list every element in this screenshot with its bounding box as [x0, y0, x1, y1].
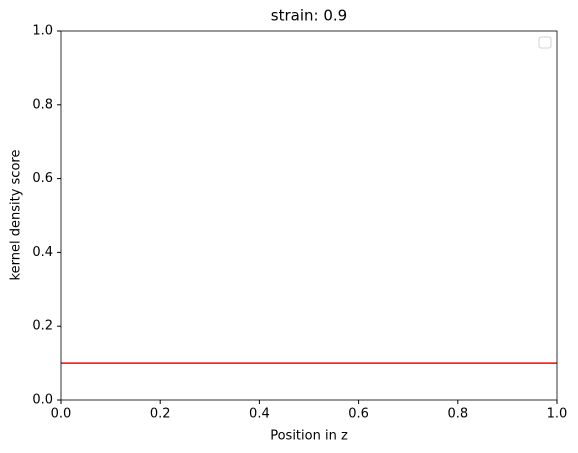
- legend-box: [538, 36, 552, 49]
- y-axis-label: kernel density score: [9, 150, 24, 281]
- plot-frame: [60, 30, 558, 401]
- x-tick-label: 0.6: [348, 407, 369, 422]
- y-tick-label: 0.2: [32, 319, 53, 334]
- y-tick-label: 0.8: [32, 97, 53, 112]
- y-tick-label: 0.0: [32, 393, 53, 408]
- x-tick-label: 0.0: [51, 407, 72, 422]
- y-tick-label: 1.0: [32, 24, 53, 39]
- chart-title: strain: 0.9: [271, 7, 347, 25]
- y-tick-label: 0.4: [32, 245, 53, 260]
- x-tick-label: 0.4: [249, 407, 270, 422]
- x-tick-label: 0.8: [447, 407, 468, 422]
- y-tick-label: 0.6: [32, 171, 53, 186]
- x-tick-label: 1.0: [547, 407, 568, 422]
- x-axis-label: Position in z: [270, 429, 348, 444]
- x-tick-label: 0.2: [150, 407, 171, 422]
